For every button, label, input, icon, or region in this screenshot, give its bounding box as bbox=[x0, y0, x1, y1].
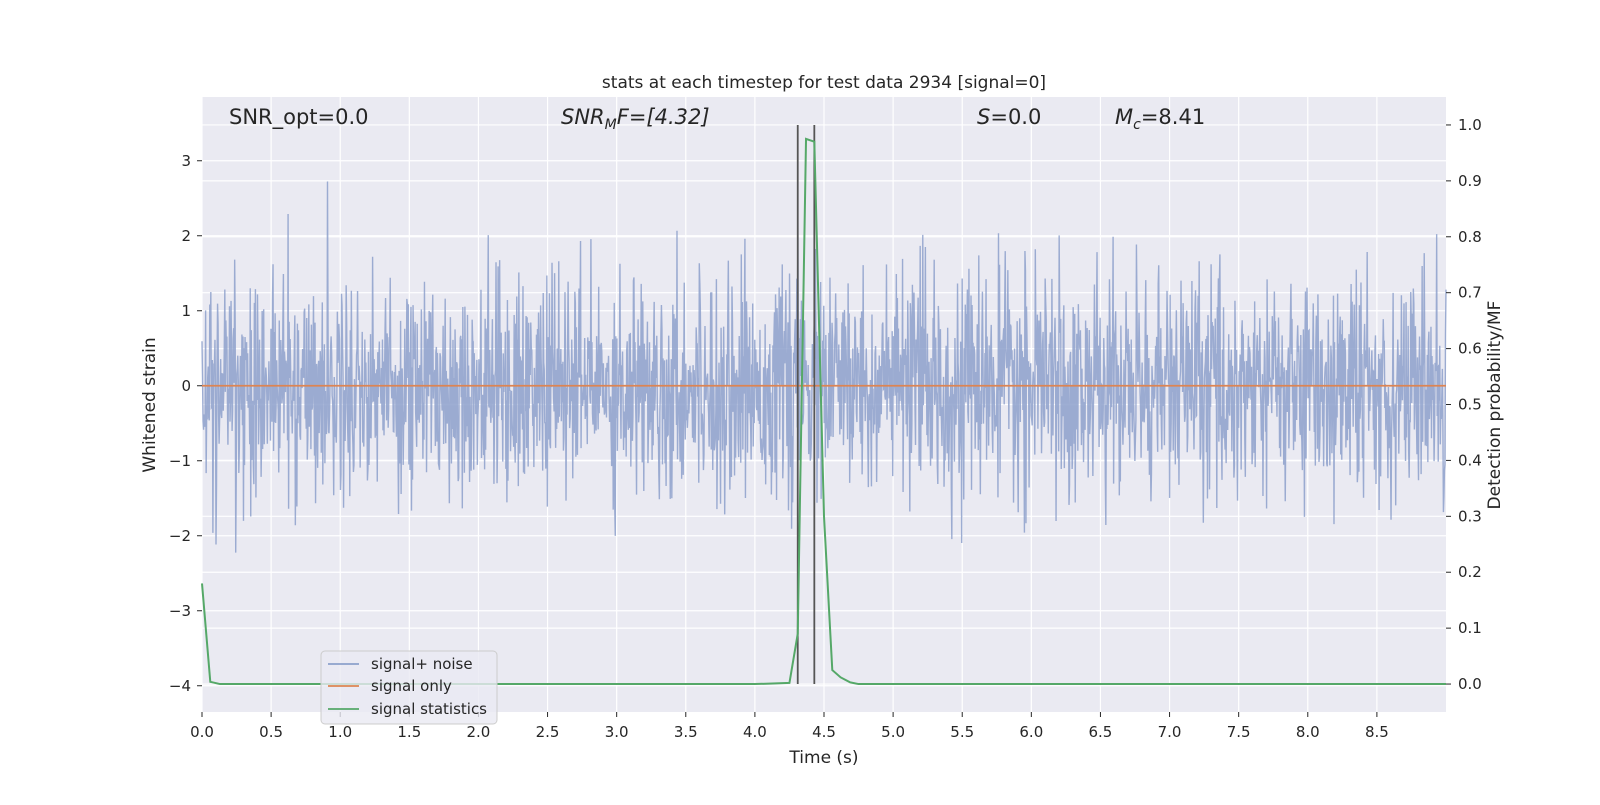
x-tick-label: 5.5 bbox=[950, 723, 974, 741]
y-left-tick-label: 3 bbox=[181, 152, 191, 170]
x-tick-label: 7.0 bbox=[1158, 723, 1182, 741]
x-tick-label: 4.0 bbox=[743, 723, 767, 741]
x-tick-label: 8.5 bbox=[1365, 723, 1389, 741]
tick-labels: 0.0 0.5 1.0 1.5 2.0 2.5 3.0 3.5 4.0 4.5 5.0 5.5 6.0 6… bbox=[169, 116, 1482, 741]
annotation-snr-mf: SNRMF=[4.32] bbox=[561, 105, 710, 133]
y-right-tick-label: 0.2 bbox=[1458, 563, 1482, 581]
x-tick-label: 0.0 bbox=[190, 723, 214, 741]
y-left-tick-label: 2 bbox=[181, 227, 191, 245]
x-tick-label: 4.5 bbox=[812, 723, 836, 741]
annotation-mc-main: M bbox=[1115, 105, 1133, 129]
annotation-s: S=0.0 bbox=[977, 105, 1041, 129]
annotation-s-rest: =0.0 bbox=[990, 105, 1041, 129]
y-left-tick-label: 1 bbox=[181, 302, 191, 320]
legend-label-signal-statistics: signal statistics bbox=[371, 700, 487, 718]
y-right-tick-label: 0.9 bbox=[1458, 172, 1482, 190]
series-signal-noise-line bbox=[201, 181, 1447, 553]
annotation-mc: Mc=8.41 bbox=[1115, 105, 1205, 133]
y-right-tick-label: 0.5 bbox=[1458, 396, 1482, 414]
annotation-snr-mf-main: SNR bbox=[561, 105, 605, 129]
annotation-mc-sub: c bbox=[1133, 117, 1141, 133]
chart-title: stats at each timestep for test data 293… bbox=[602, 73, 1046, 93]
y-left-tick-label: −2 bbox=[169, 527, 191, 545]
noise-series-layer bbox=[201, 181, 1447, 553]
y-left-tick-label: −1 bbox=[169, 452, 191, 470]
y-right-tick-label: 0.0 bbox=[1458, 675, 1482, 693]
y-right-tick-label: 0.8 bbox=[1458, 228, 1482, 246]
x-tick-label: 1.0 bbox=[328, 723, 352, 741]
x-tick-label: 6.0 bbox=[1019, 723, 1043, 741]
x-tick-label: 8.0 bbox=[1296, 723, 1320, 741]
legend-box bbox=[320, 650, 498, 725]
x-tick-label: 6.5 bbox=[1089, 723, 1113, 741]
y-right-tick-label: 1.0 bbox=[1458, 116, 1482, 134]
y-right-tick-label: 0.6 bbox=[1458, 340, 1482, 358]
x-tick-label: 2.5 bbox=[536, 723, 560, 741]
y-right-tick-label: 0.1 bbox=[1458, 619, 1482, 637]
legend-label-signal-noise: signal+ noise bbox=[371, 655, 473, 673]
y-right-tick-label: 0.4 bbox=[1458, 451, 1482, 469]
y-left-tick-label: −3 bbox=[169, 602, 191, 620]
annotation-s-main: S bbox=[977, 105, 990, 129]
x-tick-label: 5.0 bbox=[881, 723, 905, 741]
y-left-tick-label: 0 bbox=[181, 377, 191, 395]
x-axis-label: Time (s) bbox=[788, 748, 858, 768]
y-left-tick-label: −4 bbox=[169, 677, 191, 695]
x-tick-label: 7.5 bbox=[1227, 723, 1251, 741]
x-tick-label: 3.5 bbox=[674, 723, 698, 741]
x-tick-label: 2.0 bbox=[467, 723, 491, 741]
y-right-tick-label: 0.7 bbox=[1458, 284, 1482, 302]
annotation-mc-rest: =8.41 bbox=[1141, 105, 1205, 129]
annotation-snr-mf-sub: M bbox=[605, 117, 617, 133]
annotation-snr-opt: SNR_opt=0.0 bbox=[229, 105, 369, 130]
y-axis-right-label: Detection probability/MF bbox=[1485, 301, 1505, 510]
annotation-snr-mf-rest: F=[4.32] bbox=[617, 105, 710, 129]
x-tick-label: 1.5 bbox=[397, 723, 421, 741]
x-tick-label: 3.0 bbox=[605, 723, 629, 741]
y-axis-left-label: Whitened strain bbox=[140, 337, 160, 472]
legend: signal+ noise signal only signal statist… bbox=[320, 650, 498, 725]
legend-label-signal-only: signal only bbox=[371, 677, 452, 695]
y-right-tick-label: 0.3 bbox=[1458, 507, 1482, 525]
x-tick-label: 0.5 bbox=[259, 723, 283, 741]
